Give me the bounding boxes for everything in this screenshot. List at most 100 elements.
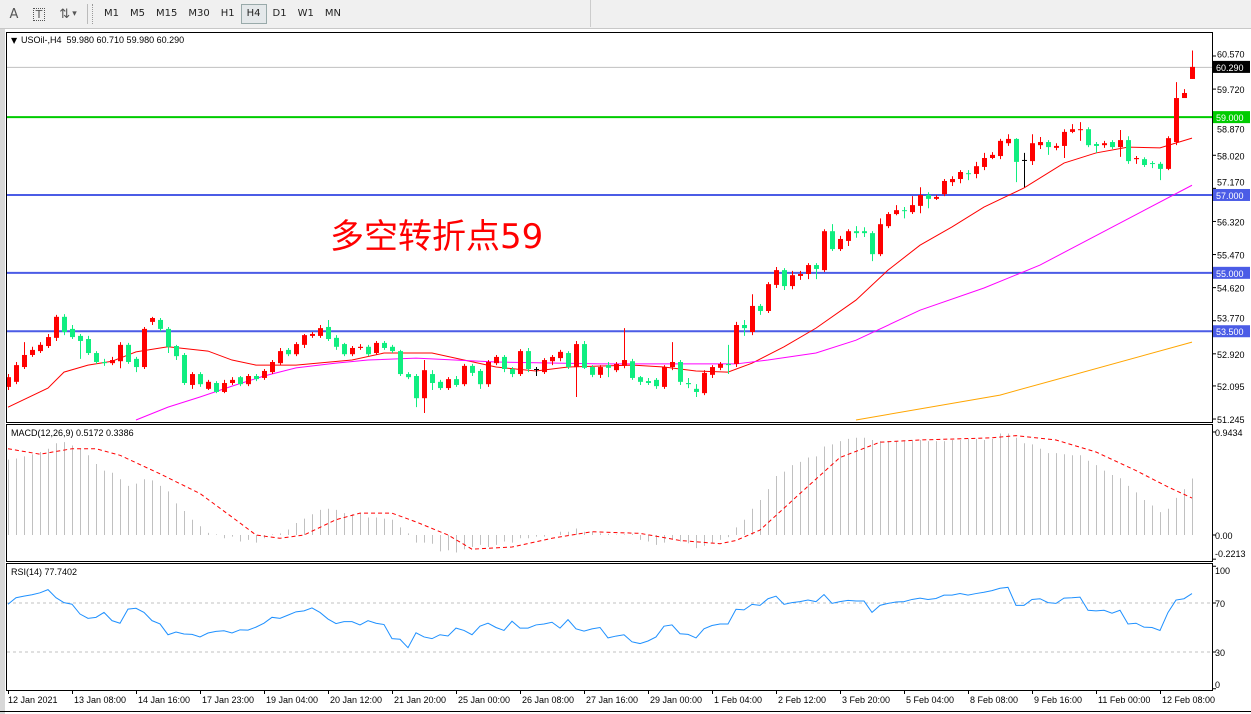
candle xyxy=(886,212,891,229)
candle xyxy=(494,354,499,366)
candle-body xyxy=(614,363,619,371)
candle-body xyxy=(478,370,483,385)
time-tick-label: 5 Feb 04:00 xyxy=(906,695,954,705)
collapse-icon[interactable]: ▼ xyxy=(11,36,18,45)
timeframe-h1[interactable]: H1 xyxy=(220,8,235,19)
candle xyxy=(918,187,923,214)
timeframe-d1[interactable]: D1 xyxy=(272,8,287,19)
candle xyxy=(534,367,539,377)
candle xyxy=(606,361,611,378)
timeframe-m1[interactable]: M1 xyxy=(104,8,119,19)
candle-body xyxy=(430,374,435,384)
candle xyxy=(270,360,275,375)
candle xyxy=(1190,50,1195,79)
candle-body xyxy=(814,265,819,269)
candle xyxy=(822,229,827,273)
candle-body xyxy=(726,363,731,366)
time-tick-label: 8 Feb 08:00 xyxy=(970,695,1018,705)
text-label-tool-icon[interactable]: T xyxy=(28,4,50,24)
candle xyxy=(1086,127,1091,148)
candle-body xyxy=(374,342,379,354)
candle-body xyxy=(862,231,867,234)
candle-body xyxy=(502,356,507,369)
candle xyxy=(382,340,387,350)
timeframe-m5[interactable]: M5 xyxy=(130,8,145,19)
candle-body xyxy=(638,377,643,382)
candle xyxy=(406,372,411,380)
chart-background xyxy=(0,28,1251,714)
candle-body xyxy=(1014,138,1019,162)
toolbar-divider xyxy=(590,0,591,27)
arrows-tool-button[interactable]: ⇅ ▾ xyxy=(53,4,83,24)
candle-body xyxy=(782,270,787,287)
candle xyxy=(1030,134,1035,166)
candle xyxy=(78,333,83,359)
candle xyxy=(246,374,251,387)
text-tool-icon[interactable]: A xyxy=(9,6,19,22)
candle-body xyxy=(182,354,187,384)
price-tick-label: 55.470 xyxy=(1217,251,1245,261)
candle-body xyxy=(246,376,251,385)
candle-body xyxy=(766,284,771,311)
timeframe-w1[interactable]: W1 xyxy=(297,8,314,19)
candle-body xyxy=(446,379,451,389)
candle-body xyxy=(566,353,571,368)
candle xyxy=(614,361,619,373)
candle-body xyxy=(1190,66,1195,79)
candle-body xyxy=(366,346,371,355)
candle-body xyxy=(342,344,347,355)
candle-body xyxy=(158,319,163,329)
rsi-axis-label: 30 xyxy=(1215,648,1225,658)
candle-body xyxy=(7,377,11,387)
time-tick-label: 29 Jan 00:00 xyxy=(650,695,702,705)
candle xyxy=(942,179,947,197)
candle xyxy=(1006,134,1011,146)
candle xyxy=(206,379,211,391)
candle-body xyxy=(926,194,931,199)
candle xyxy=(70,325,75,340)
timeframe-m30[interactable]: M30 xyxy=(188,8,210,19)
toolbar-grip[interactable] xyxy=(87,4,93,24)
timeframe-mn[interactable]: MN xyxy=(324,8,341,19)
candle xyxy=(1166,136,1171,171)
candle xyxy=(950,176,955,187)
candle-body xyxy=(1038,142,1043,146)
candle-body xyxy=(878,224,883,255)
candle xyxy=(446,377,451,391)
candle-body xyxy=(454,379,459,385)
candle xyxy=(702,370,707,396)
candle-body xyxy=(278,351,283,364)
candle xyxy=(1142,157,1147,167)
candle-body xyxy=(494,356,499,364)
level-price-label: 55.000 xyxy=(1216,269,1244,279)
candle xyxy=(14,361,19,385)
candle-body xyxy=(982,157,987,167)
candle xyxy=(342,342,347,357)
timeframe-m15[interactable]: M15 xyxy=(156,8,178,19)
candle xyxy=(118,342,123,369)
candle-body xyxy=(630,361,635,378)
candle-body xyxy=(190,374,195,385)
timeframe-h4[interactable]: H4 xyxy=(240,4,267,24)
candle xyxy=(214,381,219,394)
time-tick-label: 13 Jan 08:00 xyxy=(74,695,126,705)
rsi-axis-label: 100 xyxy=(1215,566,1230,576)
candle-body xyxy=(830,231,835,250)
candle-body xyxy=(390,346,395,352)
macd-title: MACD(12,26,9) 0.5172 0.3386 xyxy=(11,428,134,438)
candle-body xyxy=(1094,143,1099,146)
candle-body xyxy=(694,388,699,392)
candle-body xyxy=(1126,140,1131,162)
price-tick-label: 51.245 xyxy=(1217,415,1245,425)
candle-body xyxy=(230,379,235,384)
candle-body xyxy=(126,344,131,362)
candle-body xyxy=(958,172,963,180)
candle xyxy=(398,349,403,377)
candle xyxy=(934,194,939,201)
candle-body xyxy=(470,365,475,373)
candle xyxy=(878,218,883,257)
annotation-text: 多空转折点59 xyxy=(330,217,543,257)
candle xyxy=(734,321,739,368)
candle xyxy=(854,226,859,238)
